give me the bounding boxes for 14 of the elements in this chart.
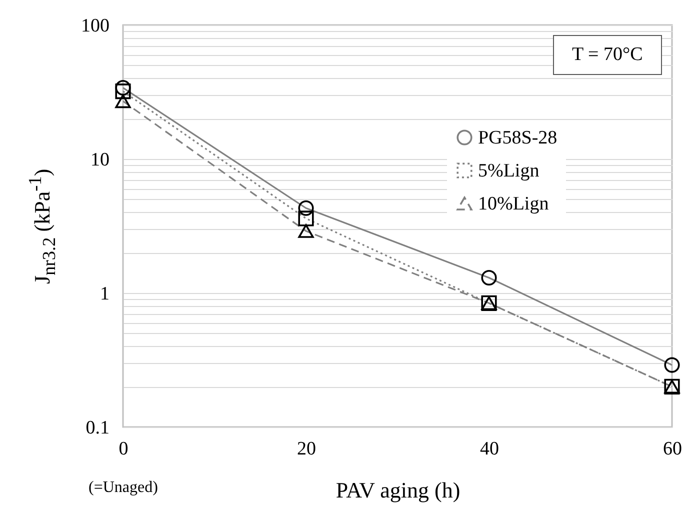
legend-label: 10%Lign <box>478 194 550 214</box>
y-tick-label: 100 <box>81 16 110 36</box>
text: (=Unaged) <box>88 479 158 497</box>
legend-label: PG58S-28 <box>478 128 558 148</box>
x-tick-label: 60 <box>663 438 682 460</box>
y-tick-label: 1 <box>100 284 110 304</box>
x-axis-title: PAV aging (h) <box>336 478 460 502</box>
x-tick-label: 0 <box>118 438 128 460</box>
annotation: T = 70°C <box>553 35 662 75</box>
x-tick-label: 20 <box>297 438 316 460</box>
legend-label: 5%Lign <box>478 160 540 182</box>
y-tick-label: 0.1 <box>86 418 110 438</box>
x-tick-label: 40 <box>480 438 499 460</box>
y-tick-label: 10 <box>90 150 110 170</box>
